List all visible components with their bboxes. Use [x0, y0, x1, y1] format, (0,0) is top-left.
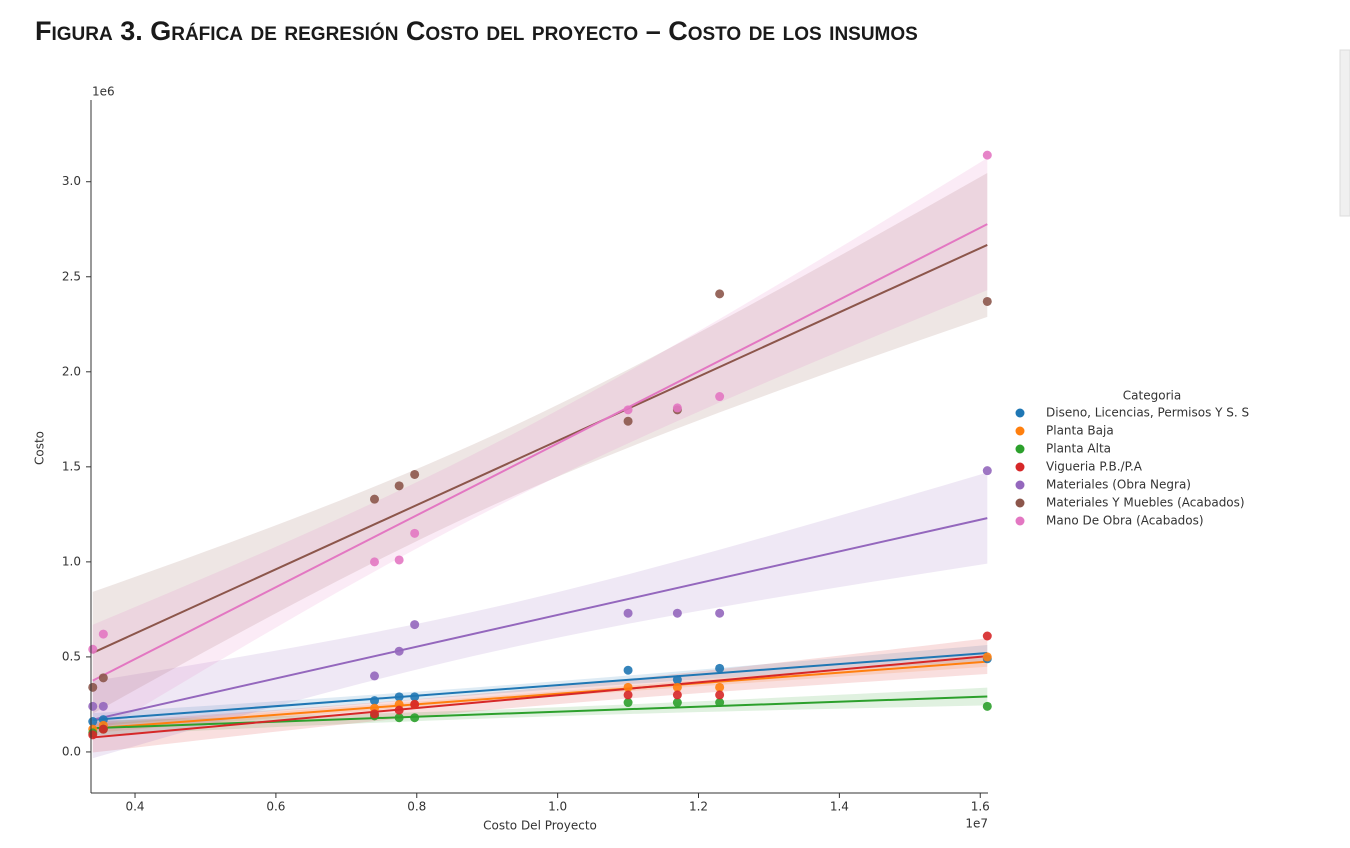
y-axis-label: Costo	[33, 431, 47, 465]
point	[623, 690, 633, 700]
y-tick-label: 2.0	[62, 364, 81, 378]
point	[672, 403, 682, 413]
point	[88, 644, 98, 654]
y-tick-label: 0.5	[62, 649, 81, 663]
point	[394, 646, 404, 656]
point	[623, 416, 633, 426]
point	[88, 682, 98, 692]
legend-label: Planta Alta	[1046, 442, 1111, 456]
point	[88, 730, 98, 740]
x-axis-label: Costo Del Proyecto	[483, 819, 597, 833]
point	[370, 671, 380, 681]
point	[410, 699, 420, 709]
regression-line	[92, 660, 988, 730]
y-tick-label: 1.0	[62, 554, 81, 568]
point	[623, 608, 633, 618]
point	[715, 682, 725, 692]
y-tick-label: 3.0	[62, 174, 81, 188]
point	[370, 696, 380, 706]
x-tick-label: 0.6	[266, 800, 285, 814]
point	[410, 713, 420, 723]
legend-marker	[1015, 408, 1025, 418]
point	[715, 392, 725, 402]
point	[982, 631, 992, 641]
side-panel	[1339, 49, 1350, 217]
regression-line	[92, 695, 988, 730]
point	[98, 701, 108, 711]
x-tick-label: 0.8	[407, 800, 426, 814]
point	[410, 528, 420, 538]
point	[623, 405, 633, 415]
x-tick-label: 1.4	[830, 800, 849, 814]
point	[410, 469, 420, 479]
y-offset-label: 1e6	[92, 85, 115, 99]
legend-label: Materiales Y Muebles (Acabados)	[1046, 496, 1245, 510]
legend-label: Planta Baja	[1046, 424, 1114, 438]
point	[394, 481, 404, 491]
x-tick-label: 1.2	[689, 800, 708, 814]
legend-label: Diseno, Licencias, Permisos Y S. S	[1046, 406, 1249, 420]
regression-line	[92, 651, 988, 721]
legend-label: Vigueria P.B./P.A	[1046, 460, 1143, 474]
point	[410, 620, 420, 630]
point	[982, 701, 992, 711]
point	[370, 709, 380, 719]
point	[623, 682, 633, 692]
point	[715, 690, 725, 700]
point	[394, 713, 404, 723]
confidence-band	[92, 472, 988, 759]
point	[98, 673, 108, 683]
point	[715, 698, 725, 708]
legend-marker	[1015, 516, 1025, 526]
point	[623, 665, 633, 675]
point	[715, 663, 725, 673]
confidence-band	[92, 158, 988, 737]
y-tick-label: 1.5	[62, 459, 81, 473]
legend-title: Categoria	[1123, 389, 1181, 403]
legend-label: Materiales (Obra Negra)	[1046, 478, 1191, 492]
point	[672, 608, 682, 618]
point	[394, 555, 404, 565]
chart-title: Figura 3. Gráfica de regresión Costo del…	[35, 16, 918, 46]
point	[715, 608, 725, 618]
x-offset-label: 1e7	[965, 817, 988, 831]
point	[394, 692, 404, 702]
legend-marker	[1015, 498, 1025, 508]
point	[982, 466, 992, 476]
point	[982, 150, 992, 160]
legend-marker	[1015, 462, 1025, 472]
x-tick-label: 1.6	[971, 800, 990, 814]
point	[98, 724, 108, 734]
point	[410, 692, 420, 702]
point	[672, 698, 682, 708]
x-tick-label: 1.0	[548, 800, 567, 814]
lines	[92, 223, 988, 739]
legend-label: Mano De Obra (Acabados)	[1046, 514, 1204, 528]
point	[370, 494, 380, 504]
confidence-band	[92, 172, 988, 714]
point	[715, 289, 725, 299]
point	[672, 682, 682, 692]
point	[672, 690, 682, 700]
point	[394, 705, 404, 715]
legend-marker	[1015, 444, 1025, 454]
point	[623, 698, 633, 708]
legend-marker	[1015, 426, 1025, 436]
point	[672, 675, 682, 685]
point	[370, 557, 380, 567]
y-tick-label: 0.0	[62, 744, 81, 758]
regression-line	[92, 655, 988, 739]
x-tick-label: 0.4	[125, 800, 144, 814]
regression-line	[92, 243, 988, 654]
y-tick-label: 2.5	[62, 269, 81, 283]
point	[982, 296, 992, 306]
legend-marker	[1015, 480, 1025, 490]
regression-line	[92, 223, 988, 682]
point	[982, 652, 992, 662]
point	[88, 701, 98, 711]
regression-line	[92, 517, 988, 721]
point	[98, 629, 108, 639]
